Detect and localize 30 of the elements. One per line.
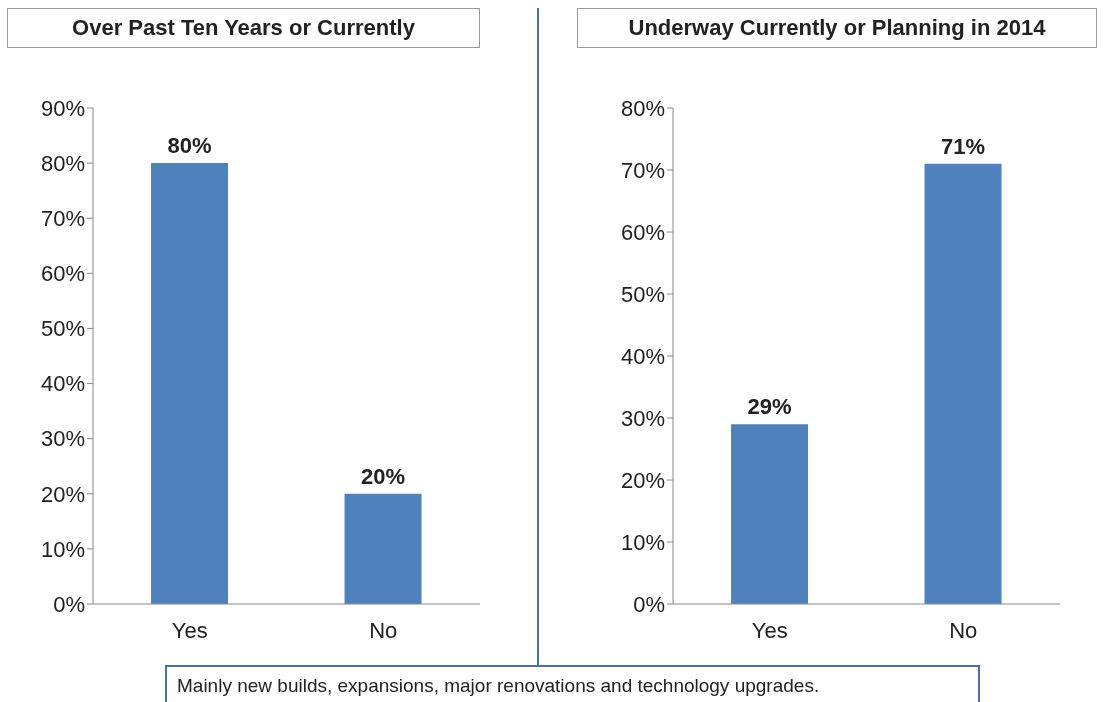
y-tick-label: 10% [620,529,665,555]
y-tick-label: 30% [40,426,85,452]
y-tick-label: 80% [40,150,85,176]
x-tick-label: Yes [171,617,208,643]
y-tick-label: 80% [620,95,665,121]
data-label: 80% [167,133,212,159]
chart-title: Underway Currently or Planning in 2014 [628,15,1046,41]
y-tick-label: 40% [620,343,665,369]
x-tick-label: Yes [751,617,788,643]
y-tick-label: 20% [40,481,85,507]
data-label: 71% [941,133,986,159]
y-tick-label: 70% [620,157,665,183]
y-tick-label: 10% [40,536,85,562]
y-tick-label: 30% [620,405,665,431]
chart-title: Over Past Ten Years or Currently [72,15,415,41]
y-tick-label: 70% [40,206,85,232]
text: Mainly new builds, expansions, major renovations and technology upgrades. [177,675,820,696]
y-tick-label: 60% [40,261,85,287]
y-tick-label: 50% [40,316,85,342]
x-tick-label: No [369,617,398,643]
y-tick-label: 90% [40,95,85,121]
y-tick-label: 60% [620,219,665,245]
x-tick-label: No [949,617,978,643]
y-tick-label: 50% [620,281,665,307]
data-label: 20% [361,463,406,489]
y-tick-label: 20% [620,467,665,493]
y-tick-label: 0% [53,591,85,617]
y-tick-label: 0% [633,591,665,617]
data-label: 29% [747,394,792,420]
y-tick-label: 40% [40,371,85,397]
